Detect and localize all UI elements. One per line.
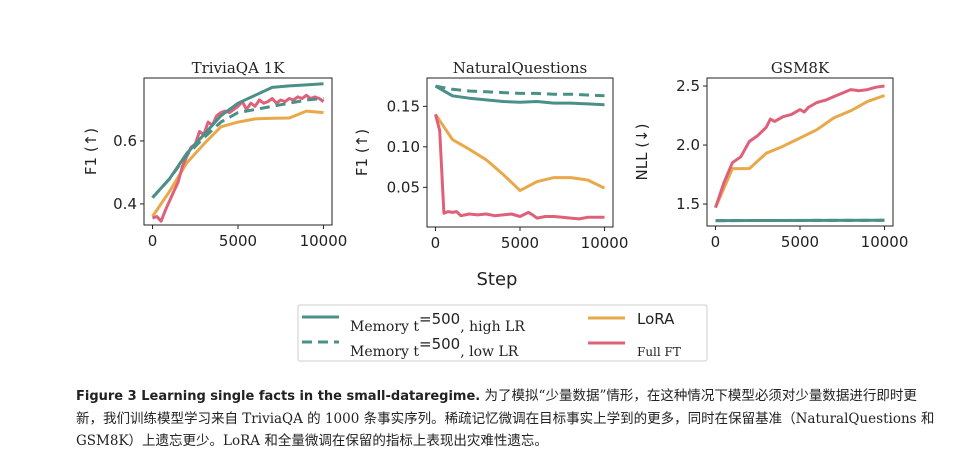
x-tick-label: 0	[148, 232, 158, 250]
axes-frame	[426, 77, 614, 228]
series-line-memory-t-500-high-lr	[151, 82, 324, 199]
series-line-full-ft	[151, 93, 325, 223]
subplot-title: GSM8K	[771, 59, 830, 77]
x-tick-label: 5000	[501, 234, 539, 252]
legend-label-memory-high: Memory t=500, high LR	[350, 310, 525, 335]
figure-caption: Figure 3 Learning single facts in the sm…	[76, 385, 936, 452]
x-tick-label: 0	[431, 234, 441, 252]
y-axis-label: F1 (↑)	[82, 128, 100, 175]
axes-frame	[706, 77, 894, 227]
x-tick-label: 5000	[781, 233, 819, 251]
subplot-title: NaturalQuestions	[453, 59, 587, 77]
y-tick-label: 2.5	[676, 77, 700, 95]
subplot-2: 0 5000 10000 0.05 0.10 0.15 NaturalQuestions F1…	[353, 59, 628, 252]
x-tick-label: 0	[711, 233, 721, 251]
legend: Memory t=500, high LR Memory t=500, low …	[297, 304, 708, 362]
x-tick-label: 5000	[219, 232, 257, 250]
x-tick-label: 10000	[581, 234, 629, 252]
subplot-3: 0 5000 10000 1.5 2.0 2.5 GSM8K NLL (↓)	[633, 59, 908, 251]
series-line-memory-t-500-low-lr	[151, 97, 324, 199]
y-tick-label: 2.0	[676, 136, 700, 154]
y-axis-label: F1 (↑)	[353, 129, 371, 176]
series-line-full-ft	[714, 84, 885, 209]
subplot-1: 0 5000 10000 0.4 0.6 TriviaQA 1K F1 (↑)	[82, 59, 347, 250]
series-line-memory-t-500-low-lr	[435, 84, 605, 98]
series-line-lora	[434, 113, 606, 193]
caption-text: 为了模拟“少量数据”情形，在这种情况下模型必须对少量数据进行即时更新，我们训练模…	[76, 388, 935, 449]
y-tick-label: 0.4	[113, 195, 137, 213]
legend-label-memory-low: Memory t=500, low LR	[350, 335, 519, 360]
y-tick-label: 0.15	[387, 97, 420, 115]
series-line-lora	[714, 94, 885, 209]
x-tick-label: 10000	[861, 233, 909, 251]
series-line-full-ft	[434, 114, 605, 221]
y-tick-label: 0.10	[387, 138, 420, 156]
y-tick-label: 0.05	[387, 178, 420, 196]
y-tick-label: 1.5	[676, 195, 700, 213]
x-tick-label: 10000	[300, 232, 348, 250]
legend-label-fullft: Full FT	[637, 345, 681, 359]
axes-frame	[143, 77, 333, 226]
legend-label-lora: LoRA	[637, 310, 675, 328]
caption-title: Figure 3 Learning single facts in the sm…	[76, 389, 481, 404]
y-axis-label: NLL (↓)	[633, 124, 651, 181]
y-tick-label: 0.6	[113, 132, 137, 150]
shared-x-axis-label: Step	[477, 269, 518, 290]
series-line-memory-t-500-high-lr	[434, 84, 605, 107]
subplot-title: TriviaQA 1K	[192, 59, 286, 77]
